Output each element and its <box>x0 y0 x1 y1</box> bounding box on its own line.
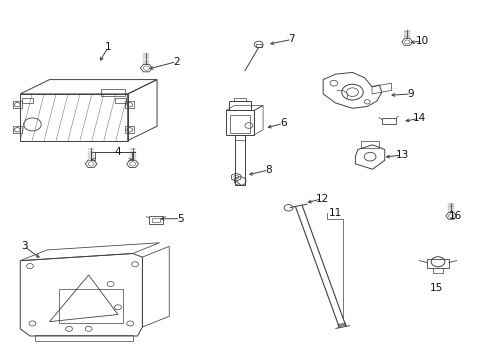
Bar <box>152 218 160 222</box>
Text: 1: 1 <box>105 42 112 52</box>
Bar <box>13 101 22 108</box>
Text: 5: 5 <box>177 214 184 224</box>
Bar <box>149 216 163 224</box>
Bar <box>22 98 33 103</box>
Text: 2: 2 <box>173 57 180 67</box>
Bar <box>59 289 123 323</box>
Bar <box>115 98 126 103</box>
Text: 9: 9 <box>408 89 415 99</box>
Text: 7: 7 <box>289 35 295 44</box>
Bar <box>235 135 245 185</box>
Bar <box>101 89 125 96</box>
Text: 15: 15 <box>430 283 443 293</box>
Bar <box>361 141 379 148</box>
Text: 4: 4 <box>115 147 121 157</box>
Bar <box>234 98 246 102</box>
Bar <box>256 44 262 47</box>
Bar <box>230 116 250 133</box>
Text: 12: 12 <box>316 194 329 204</box>
Bar <box>226 111 254 135</box>
Text: 14: 14 <box>413 113 427 123</box>
Text: 16: 16 <box>448 211 462 221</box>
Bar <box>229 102 251 111</box>
Text: 13: 13 <box>396 150 409 160</box>
Bar <box>125 126 134 134</box>
Bar <box>13 126 22 134</box>
Text: 3: 3 <box>21 241 27 251</box>
Bar <box>382 118 396 125</box>
Bar <box>35 335 133 341</box>
Bar <box>427 259 449 268</box>
Text: 8: 8 <box>265 165 272 175</box>
Text: 10: 10 <box>416 36 429 46</box>
Text: 6: 6 <box>280 118 287 128</box>
Bar <box>125 101 134 108</box>
Text: 11: 11 <box>329 208 343 218</box>
